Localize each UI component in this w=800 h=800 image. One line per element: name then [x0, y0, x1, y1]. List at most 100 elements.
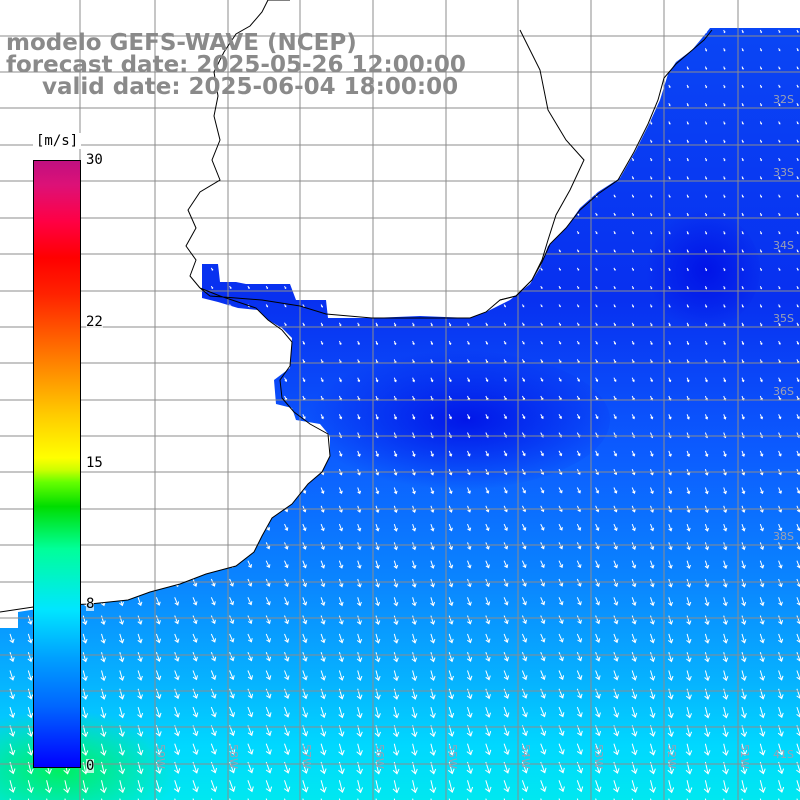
- wind-arrow: [174, 102, 177, 107]
- wind-arrow: [448, 121, 451, 125]
- wind-arrow: [704, 633, 710, 644]
- wind-arrow: [540, 340, 543, 345]
- wind-arrow: [9, 652, 15, 663]
- wind-arrow: [192, 450, 197, 457]
- wind-arrow: [229, 139, 232, 143]
- wind-arrow: [649, 615, 655, 625]
- wind-arrow: [375, 48, 378, 52]
- wind-arrow: [595, 560, 600, 569]
- wind-arrow: [137, 542, 142, 551]
- wind-arrow: [759, 377, 763, 383]
- wind-arrow: [631, 48, 634, 52]
- wind-arrow: [430, 139, 433, 144]
- wind-arrow: [356, 597, 362, 607]
- wind-arrow: [9, 102, 12, 107]
- wind-arrow: [686, 176, 689, 180]
- wind-arrow: [558, 121, 561, 125]
- wind-arrow: [320, 231, 323, 235]
- wind-arrow: [284, 267, 287, 271]
- wind-arrow: [393, 414, 397, 420]
- wind-arrow: [247, 688, 254, 699]
- wind-arrow: [302, 231, 305, 235]
- wind-arrow: [9, 377, 13, 383]
- wind-arrow: [119, 249, 122, 253]
- wind-arrow: [9, 560, 14, 569]
- wind-arrow: [357, 212, 360, 217]
- wind-arrow: [119, 285, 122, 290]
- wind-arrow: [338, 322, 342, 327]
- wind-arrow: [82, 633, 88, 644]
- wind-arrow: [796, 450, 800, 457]
- wind-arrow: [393, 249, 397, 253]
- wind-arrow: [521, 194, 525, 198]
- wind-arrow: [686, 103, 689, 107]
- wind-arrow: [265, 615, 271, 625]
- wind-arrow: [302, 176, 305, 180]
- wind-arrow: [119, 359, 123, 364]
- wind-arrow: [759, 121, 763, 125]
- colorbar-tick-label: 15: [86, 455, 103, 471]
- wind-arrow: [284, 157, 287, 162]
- wind-speed-field: [0, 28, 800, 800]
- wind-arrow: [429, 743, 437, 756]
- wind-arrow: [210, 176, 214, 180]
- wind-arrow: [210, 359, 214, 364]
- wind-arrow: [392, 780, 400, 794]
- wind-arrow: [101, 103, 104, 107]
- wind-arrow: [448, 688, 455, 700]
- wind-arrow: [595, 414, 599, 420]
- wind-arrow: [723, 212, 726, 217]
- wind-arrow: [338, 176, 342, 180]
- wind-arrow: [650, 267, 653, 272]
- wind-arrow: [374, 743, 382, 756]
- wind-arrow: [302, 578, 307, 588]
- wind-arrow: [101, 267, 104, 272]
- colorbar-tick-label: 30: [86, 152, 103, 168]
- wind-arrow: [668, 450, 672, 457]
- wind-arrow: [558, 597, 564, 606]
- wind-arrow: [796, 194, 799, 198]
- wind-arrow: [430, 304, 433, 308]
- wind-arrow: [540, 688, 546, 699]
- wind-arrow: [540, 285, 543, 290]
- wind-arrow: [27, 743, 34, 756]
- wind-arrow: [448, 542, 453, 551]
- wind-arrow: [284, 670, 290, 681]
- wind-arrow: [576, 652, 583, 662]
- wind-arrow: [503, 578, 509, 588]
- wind-arrow: [82, 359, 86, 364]
- wind-arrow: [155, 340, 159, 345]
- wind-arrow: [778, 121, 781, 125]
- wind-arrow: [27, 633, 33, 644]
- wind-arrow: [686, 578, 692, 588]
- wind-arrow: [27, 414, 32, 420]
- wind-arrow: [101, 121, 104, 125]
- wind-arrow: [558, 48, 561, 52]
- wind-arrow: [247, 267, 250, 271]
- wind-arrow: [540, 487, 545, 494]
- wind-arrow: [412, 322, 415, 327]
- wind-arrow: [778, 139, 781, 143]
- wind-arrow: [82, 523, 87, 532]
- wind-arrow: [210, 414, 215, 420]
- wind-arrow: [467, 633, 473, 644]
- wind-arrow: [723, 231, 726, 235]
- wind-arrow: [595, 249, 598, 253]
- wind-arrow: [137, 615, 143, 625]
- wind-arrow: [393, 121, 397, 125]
- wind-arrow: [521, 176, 525, 180]
- wind-arrow: [338, 560, 344, 569]
- wind-arrow: [723, 304, 726, 308]
- wind-arrow: [155, 157, 159, 162]
- wind-arrow: [27, 359, 31, 364]
- wind-arrow: [265, 670, 272, 681]
- wind-arrow: [741, 48, 744, 52]
- wind-arrow: [393, 523, 398, 532]
- wind-arrow: [741, 29, 744, 34]
- wind-arrow: [576, 102, 580, 107]
- wind-arrow: [9, 670, 15, 681]
- wind-arrow: [229, 212, 232, 216]
- wind-arrow: [448, 706, 455, 719]
- wind-arrow: [595, 670, 601, 681]
- wind-arrow: [430, 523, 435, 532]
